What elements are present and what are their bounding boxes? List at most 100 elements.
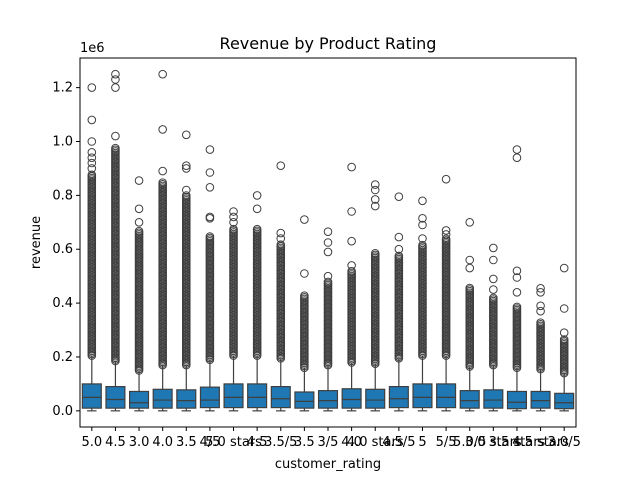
outlier-point — [559, 263, 569, 273]
outlier-point — [370, 201, 380, 211]
outlier-point — [512, 302, 522, 312]
y-offset-label: 1e6 — [80, 41, 105, 56]
outlier-point — [205, 168, 215, 177]
x-tick-label: 3.5 — [294, 435, 315, 450]
box-group — [105, 69, 126, 412]
y-axis: 0.0 0.2 0.4 0.6 0.8 1.0 1.2 — [52, 81, 80, 419]
outlier-point — [489, 274, 498, 284]
outlier-point — [87, 164, 97, 173]
outlier-point — [323, 227, 333, 236]
x-tick-label: 4.0 — [341, 435, 362, 450]
outlier-point — [370, 185, 380, 195]
outlier-point — [465, 218, 475, 227]
outlier-point — [111, 143, 120, 153]
chart-title: Revenue by Product Rating — [220, 34, 437, 53]
outlier-point — [300, 291, 309, 301]
outlier-point — [158, 166, 167, 176]
outlier-point — [536, 284, 545, 293]
box-iqr — [81, 383, 102, 409]
x-tick-label: 4.5/5 — [382, 435, 415, 450]
outlier-point — [134, 176, 144, 185]
box-iqr — [365, 388, 386, 409]
box-iqr — [554, 392, 575, 410]
outlier-point — [276, 240, 286, 249]
box-iqr — [483, 389, 504, 409]
outlier-point — [181, 164, 191, 173]
outlier-point — [252, 224, 262, 234]
outlier-point — [323, 277, 333, 287]
box-group — [530, 284, 551, 412]
x-tick-label: 4.5 — [105, 435, 126, 450]
outlier-point — [512, 145, 522, 154]
outlier-point — [370, 249, 380, 258]
outlier-point — [441, 234, 451, 244]
outlier-point — [347, 261, 356, 270]
outlier-point — [323, 271, 333, 281]
outlier-point — [181, 185, 191, 195]
outlier-point — [512, 266, 522, 276]
outlier-point — [87, 170, 97, 180]
outlier-point — [465, 255, 475, 265]
box-group — [152, 69, 173, 412]
box-iqr — [270, 385, 291, 409]
outlier-point — [276, 234, 286, 243]
box-group — [506, 145, 527, 412]
box-group — [554, 263, 575, 412]
box-iqr — [317, 390, 339, 409]
box-group — [436, 174, 457, 412]
outlier-point — [87, 83, 97, 92]
outlier-point — [229, 218, 238, 227]
box-iqr — [506, 390, 527, 410]
outlier-point — [111, 69, 120, 79]
outlier-point — [512, 273, 522, 282]
outlier-point — [229, 212, 238, 222]
x-tick-label: 3.5/5 — [264, 435, 297, 450]
outlier-point — [158, 178, 167, 187]
outlier-point — [276, 161, 286, 170]
outlier-point — [489, 255, 498, 265]
box-group — [294, 215, 315, 412]
outlier-point — [252, 191, 262, 200]
outlier-point — [111, 131, 120, 141]
outlier-point — [276, 228, 286, 238]
outlier-point — [229, 207, 238, 216]
outlier-point — [394, 244, 404, 254]
box-group — [317, 227, 339, 412]
outlier-point — [181, 191, 191, 200]
outlier-point — [441, 226, 451, 235]
x-tick-label: 3.0/5 — [548, 435, 581, 450]
x-tick-label: 4.5 stars — [512, 435, 569, 450]
outlier-point — [418, 196, 427, 206]
outlier-point — [181, 130, 191, 140]
outlier-point — [489, 243, 498, 253]
outlier-point — [347, 236, 356, 246]
outlier-point — [394, 192, 404, 201]
outlier-point — [252, 204, 262, 214]
outlier-point — [489, 293, 498, 303]
x-tick-label: 5 — [418, 435, 426, 450]
outlier-point — [323, 247, 333, 257]
x-tick-label: 4.5 — [247, 435, 268, 450]
x-tick-label: 5.0 — [81, 435, 102, 450]
box-iqr — [247, 383, 268, 409]
box-group — [459, 218, 480, 412]
x-tick-label: 4/5 — [199, 435, 220, 450]
box-iqr — [129, 390, 150, 409]
box-group — [223, 207, 244, 412]
outlier-point — [87, 137, 97, 146]
outlier-point — [441, 174, 451, 184]
outlier-point — [134, 226, 144, 236]
outlier-point — [158, 125, 167, 134]
box-iqr — [436, 383, 457, 409]
outlier-point — [229, 224, 238, 234]
outlier-point — [87, 148, 97, 157]
outlier-point — [347, 266, 356, 276]
y-tick-label: 0.8 — [52, 188, 73, 203]
outlier-point — [370, 195, 380, 204]
box-group — [483, 243, 504, 412]
box-iqr — [341, 388, 362, 409]
outlier-point — [536, 318, 545, 328]
y-tick-label: 1.0 — [52, 134, 73, 149]
outlier-point — [300, 269, 309, 278]
